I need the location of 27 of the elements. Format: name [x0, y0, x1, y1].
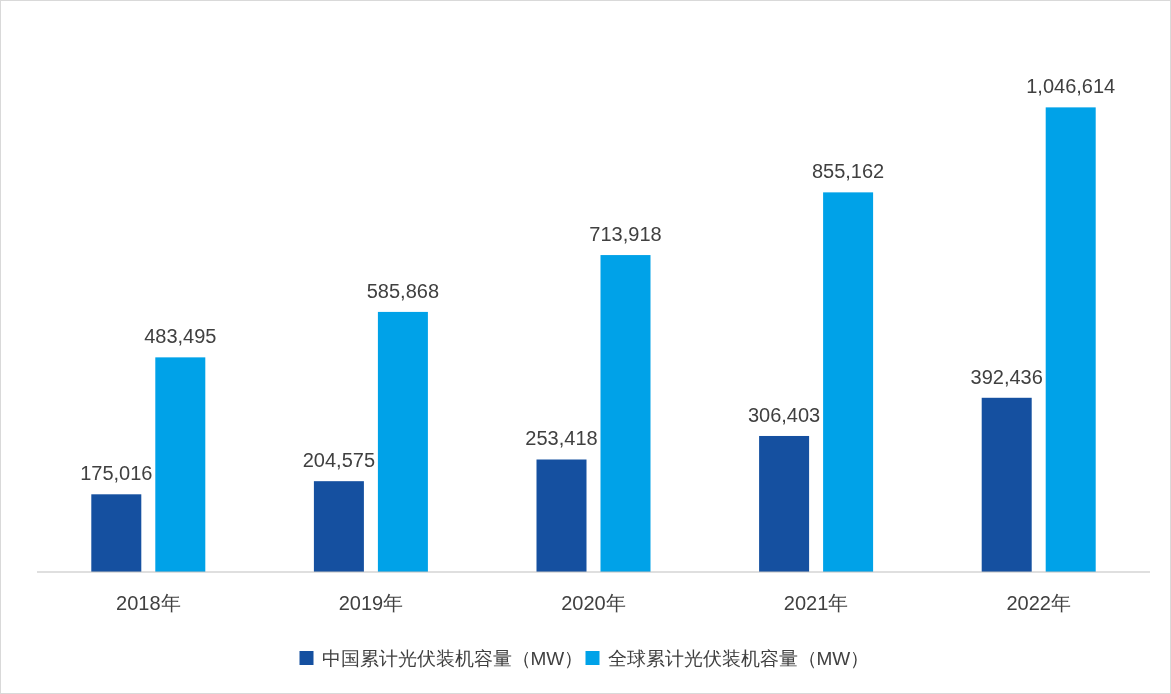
bar — [155, 357, 206, 572]
data-label: 175,016 — [80, 462, 153, 485]
x-tick-label: 2020年 — [561, 592, 626, 614]
x-tick-label: 2019年 — [338, 592, 404, 614]
bar — [823, 192, 874, 572]
bar — [1045, 107, 1096, 572]
data-label: 253,418 — [525, 427, 598, 450]
bar — [536, 459, 587, 572]
legend-label: 中国累计光伏装机容量（MW） — [321, 648, 584, 669]
legend-label: 全球累计光伏装机容量（MW） — [607, 648, 870, 669]
bar — [600, 255, 651, 572]
x-tick-label: 2021年 — [783, 592, 849, 614]
data-label: 306,403 — [747, 403, 821, 426]
data-label: 713,918 — [589, 223, 662, 246]
bar — [377, 311, 428, 572]
bar — [759, 435, 810, 572]
data-label: 585,868 — [366, 279, 440, 302]
data-label: 1,046,614 — [1026, 75, 1116, 98]
bar — [313, 481, 364, 572]
bar — [91, 494, 142, 572]
x-tick-label: 2018年 — [116, 592, 181, 614]
data-label: 392,436 — [970, 365, 1043, 388]
data-label: 204,575 — [302, 449, 376, 472]
data-label: 855,162 — [811, 160, 885, 183]
x-tick-label: 2022年 — [1006, 592, 1071, 614]
bar — [981, 397, 1032, 572]
data-label: 483,495 — [144, 325, 217, 348]
